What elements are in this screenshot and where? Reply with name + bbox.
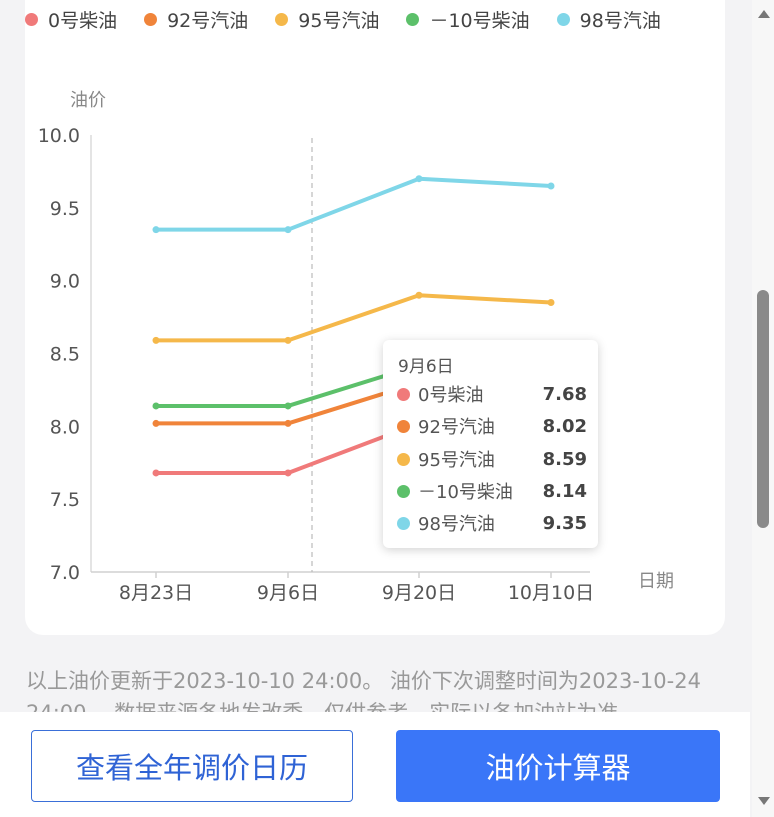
tooltip-marker-icon [397,387,410,401]
data-point [152,226,160,234]
data-point [284,469,292,477]
tooltip-row: 92号汽油 8.02 [397,412,587,440]
data-point [284,226,292,234]
data-point [152,336,160,344]
chart-tooltip: 9月6日 0号柴油 7.68 92号汽油 8.02 95号汽油 8.59 －10… [383,340,598,548]
data-point [547,182,555,190]
tooltip-row: 98号汽油 9.35 [397,509,587,537]
legend-item-diesel-0[interactable]: 0号柴油 [25,6,117,33]
x-tick-label: 8月23日 [119,582,193,604]
tooltip-row: 95号汽油 8.59 [397,445,587,473]
series-line [154,293,553,343]
chart-card [25,0,725,635]
legend-label: 98号汽油 [579,9,661,32]
y-tick-label: 8.0 [50,416,80,438]
tooltip-row: －10号柴油 8.14 [397,477,587,505]
y-axis-title: 油价 [70,90,106,111]
legend-marker-icon [25,12,38,26]
data-point [415,291,423,299]
tooltip-series-value: 8.14 [542,480,587,502]
tooltip-series-name: 0号柴油 [418,385,484,406]
vertical-scrollbar[interactable] [752,0,774,817]
y-tick-label: 9.0 [50,271,80,293]
tooltip-marker-icon [397,516,410,530]
y-tick-label: 8.5 [50,344,80,366]
series-line [154,176,553,232]
tooltip-series-value: 8.02 [542,415,587,437]
legend-label: 92号汽油 [167,9,249,32]
tooltip-series-name: 95号汽油 [418,450,495,471]
y-tick-label: 7.0 [50,562,80,584]
scroll-up-arrow-icon[interactable] [758,10,770,18]
legend-item-gas-98[interactable]: 98号汽油 [556,6,661,33]
tooltip-series-name: －10号柴油 [418,482,513,503]
scrollbar-thumb[interactable] [757,290,769,528]
tooltip-title: 9月6日 [398,357,454,377]
tooltip-series-value: 9.35 [542,512,587,534]
legend-item-diesel-minus10[interactable]: －10号柴油 [406,6,530,33]
legend-marker-icon [406,12,420,26]
data-point [152,402,160,410]
data-point [284,336,292,344]
legend-item-gas-92[interactable]: 92号汽油 [144,6,248,33]
x-tick-label: 10月10日 [508,582,594,604]
line-chart[interactable]: 7.0 7.5 8.0 8.5 9.0 9.5 10.0 8月23日 9月6日 9月20日 10月1… [0,0,750,640]
scroll-down-arrow-icon[interactable] [758,797,770,805]
x-tick-label: 9月20日 [382,582,456,604]
legend-item-gas-95[interactable]: 95号汽油 [275,6,379,33]
legend-marker-icon [275,12,289,26]
tooltip-series-value: 7.68 [542,383,587,405]
price-calculator-button[interactable]: 油价计算器 [396,730,720,802]
legend-marker-icon [144,12,158,26]
tooltip-marker-icon [397,452,410,466]
tooltip-series-name: 98号汽油 [418,514,495,535]
data-point [415,175,423,183]
x-axis-title: 日期 [638,571,674,592]
tooltip-series-value: 8.59 [542,448,587,470]
legend-label: 0号柴油 [48,9,118,32]
y-tick-label: 10.0 [38,125,80,147]
y-tick-label: 7.5 [50,489,80,511]
legend-label: －10号柴油 [429,9,530,32]
chart-legend: 0号柴油 92号汽油 95号汽油 －10号柴油 98号汽油 [25,0,725,38]
tooltip-marker-icon [397,419,410,433]
tooltip-row: 0号柴油 7.68 [397,380,587,408]
y-tick-label: 9.5 [50,198,80,220]
data-point [547,299,555,307]
data-point [284,419,292,427]
legend-label: 95号汽油 [298,9,380,32]
tooltip-series-name: 92号汽油 [418,417,495,438]
tooltip-marker-icon [397,484,410,498]
view-calendar-button[interactable]: 查看全年调价日历 [31,730,353,802]
data-point [284,402,292,410]
data-point [152,469,160,477]
x-tick-label: 9月6日 [257,582,319,604]
data-point [152,419,160,427]
legend-marker-icon [556,12,570,26]
